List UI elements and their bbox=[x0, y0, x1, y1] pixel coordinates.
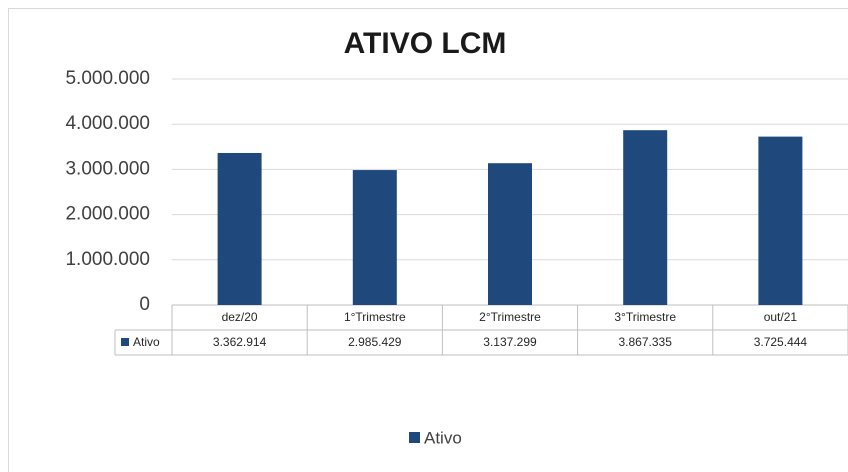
bar bbox=[623, 130, 668, 305]
table-legend-key bbox=[121, 338, 129, 346]
x-tick-label: 3°Trimestre bbox=[614, 310, 676, 324]
bar bbox=[352, 170, 397, 305]
table-value: 3.137.299 bbox=[483, 335, 537, 349]
y-tick-label: 3.000.000 bbox=[65, 158, 150, 179]
table-value: 2.985.429 bbox=[348, 335, 402, 349]
table-value: 3.725.444 bbox=[754, 335, 808, 349]
x-tick-label: out/21 bbox=[764, 310, 798, 324]
chart-title: ATIVO LCM bbox=[344, 27, 507, 60]
table-value: 3.362.914 bbox=[213, 335, 267, 349]
table-series-name: Ativo bbox=[133, 335, 160, 349]
bar bbox=[488, 163, 532, 305]
x-tick-label: dez/20 bbox=[222, 310, 258, 324]
x-tick-label: 2°Trimestre bbox=[479, 310, 541, 324]
legend-label: Ativo bbox=[424, 428, 462, 447]
y-tick-label: 1.000.000 bbox=[65, 249, 150, 270]
chart-border bbox=[8, 8, 848, 472]
y-tick-label: 0 bbox=[139, 294, 150, 315]
y-tick-label: 5.000.000 bbox=[65, 68, 150, 89]
bar bbox=[758, 136, 803, 305]
bar bbox=[217, 152, 262, 305]
legend-key bbox=[409, 432, 420, 443]
table-value: 3.867.335 bbox=[619, 335, 673, 349]
y-tick-label: 2.000.000 bbox=[65, 204, 150, 225]
y-tick-label: 4.000.000 bbox=[65, 113, 150, 134]
x-tick-label: 1°Trimestre bbox=[344, 310, 406, 324]
